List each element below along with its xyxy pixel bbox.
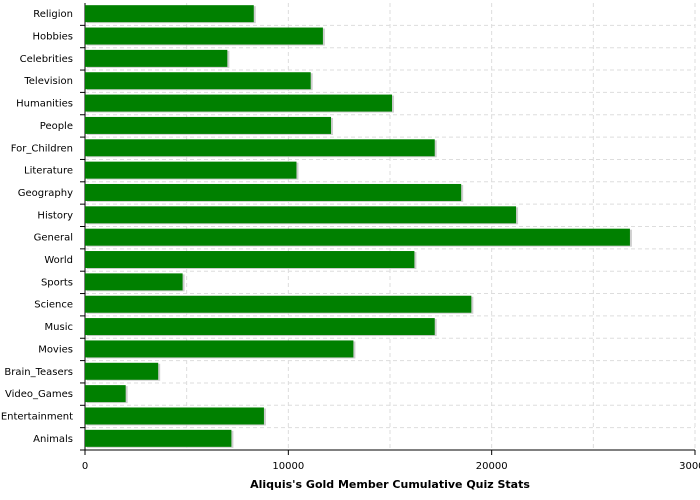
x-tick-label: 30000 (679, 461, 700, 472)
x-tick-label: 20000 (476, 461, 508, 472)
y-tick-label: Brain_Teasers (4, 367, 73, 378)
bar (85, 72, 311, 90)
y-tick-label: For_Children (11, 143, 73, 154)
y-tick-label: Television (23, 76, 73, 87)
x-tick-label: 0 (82, 461, 88, 472)
y-tick-label: Religion (33, 9, 73, 20)
y-tick-label: Sports (41, 277, 73, 288)
y-tick-label: General (34, 233, 73, 244)
bar (85, 206, 517, 224)
bar (85, 116, 332, 134)
bar (85, 139, 435, 157)
x-tick-label: 10000 (272, 461, 304, 472)
bar (85, 183, 462, 201)
y-tick-label: Literature (24, 166, 73, 177)
y-tick-label: Video_Games (5, 389, 73, 400)
y-tick-label: Celebrities (20, 54, 73, 65)
bar (85, 385, 126, 403)
y-tick-label: Music (45, 322, 73, 333)
y-tick-label: Movies (38, 344, 73, 355)
y-tick-label: Science (34, 300, 73, 311)
y-tick-label: History (37, 210, 73, 221)
y-tick-label: Entertainment (1, 411, 73, 422)
bar (85, 407, 264, 425)
bar (85, 94, 393, 112)
bar (85, 362, 159, 380)
y-tick-label: Hobbies (33, 32, 73, 43)
bar (85, 340, 354, 358)
y-tick-label: World (44, 255, 73, 266)
y-tick-label: Humanities (16, 99, 73, 110)
bar (85, 273, 183, 291)
bar (85, 295, 472, 313)
y-tick-label: People (40, 121, 73, 132)
bar (85, 49, 228, 67)
bar (85, 161, 297, 179)
bar (85, 27, 323, 45)
y-tick-label: Geography (18, 188, 73, 199)
bar (85, 318, 435, 336)
bar (85, 228, 630, 246)
x-axis-label: Aliquis's Gold Member Cumulative Quiz St… (250, 478, 530, 491)
bar (85, 251, 415, 269)
bar (85, 5, 254, 23)
y-tick-label: Animals (33, 434, 73, 445)
bar (85, 429, 232, 447)
